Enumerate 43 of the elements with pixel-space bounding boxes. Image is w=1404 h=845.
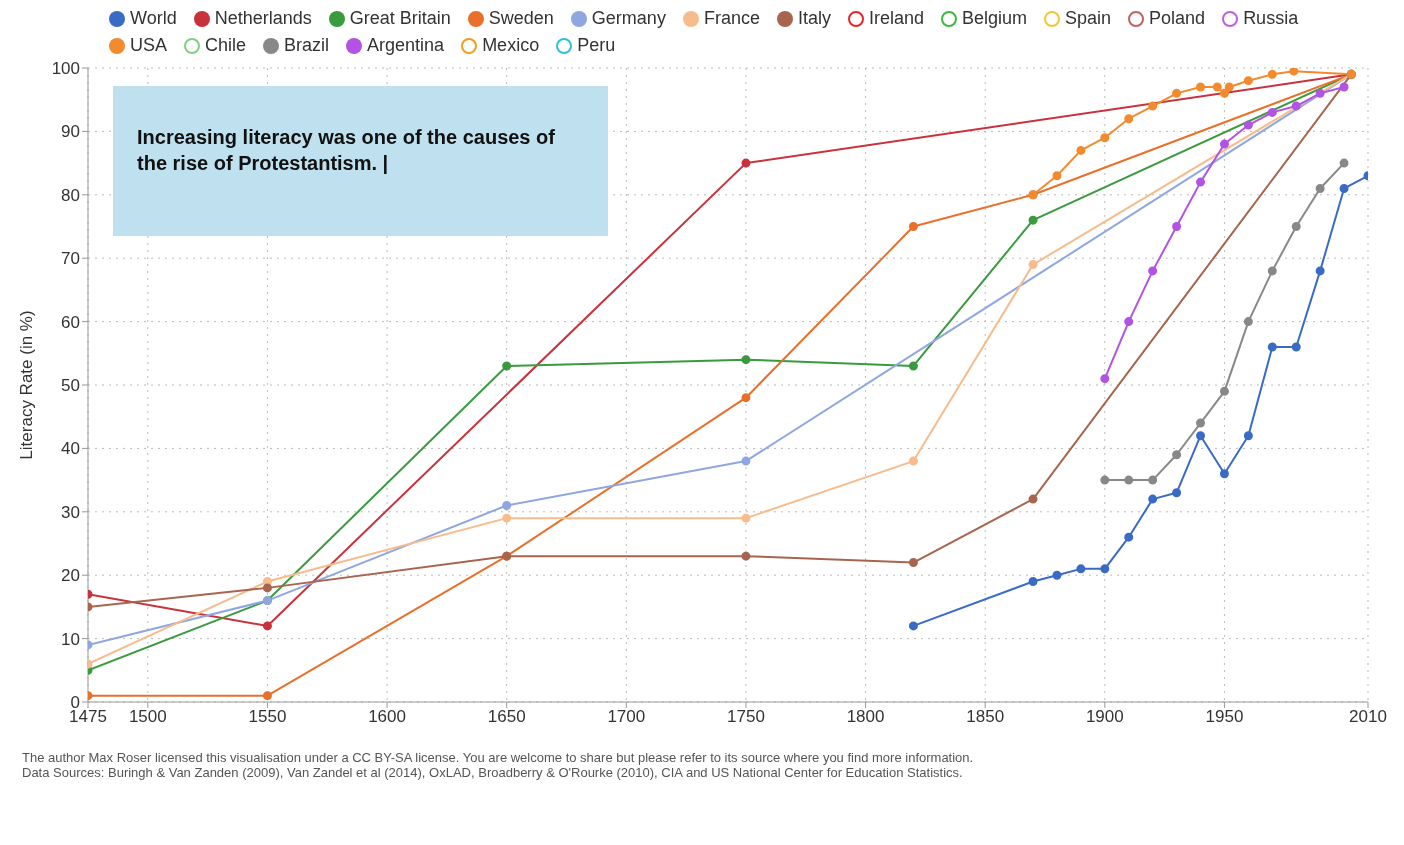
legend-label: Poland: [1149, 8, 1206, 29]
legend-label: France: [703, 8, 760, 29]
y-tick-label: 20: [61, 566, 80, 586]
x-tick-label: 1550: [248, 707, 287, 727]
y-tick-label: 60: [61, 312, 80, 332]
y-tick-label: 80: [61, 185, 80, 205]
legend-label: Italy: [797, 8, 831, 29]
text: Data Sources: Buringh & Van Zanden (2009), Van Zandel et al (2014), OxLAD, Broadberry & O'Rourke (2010), CIA and US National Center for Education Statistics.: [22, 765, 964, 780]
legend-label: Sweden: [488, 8, 554, 29]
legend-label: Ireland: [868, 8, 924, 29]
x-tick-label: 1600: [368, 707, 406, 727]
x-tick-label: 2010: [1349, 707, 1387, 727]
legend-label: Spain: [1065, 8, 1112, 29]
y-tick-label: 50: [61, 376, 80, 396]
legend-label: USA: [130, 35, 168, 56]
x-tick-label: 1800: [846, 707, 885, 727]
x-tick-label: 1850: [966, 707, 1005, 727]
x-tick-label: 1900: [1085, 707, 1124, 727]
legend-label: Netherlands: [214, 8, 312, 29]
y-axis-title: Literacy Rate (in %): [17, 310, 37, 460]
legend-label: Peru: [577, 35, 616, 56]
x-tick-label: 1750: [727, 707, 765, 727]
y-tick-label: 70: [61, 249, 80, 269]
note-box: Increasing literacy was one of the causes of the rise of Protestantism. |: [113, 86, 608, 236]
legend-label: Mexico: [482, 35, 540, 56]
y-tick-label: 90: [61, 122, 80, 142]
legend-label: Brazil: [284, 35, 330, 56]
legend-label: Argentina: [367, 35, 445, 56]
text: The author Max Roser licensed this visualisation under a CC BY-SA license. You are welcome to share but please refer to its source where you find more information.: [22, 750, 975, 765]
legend-label: Chile: [205, 35, 247, 56]
x-tick-label: 1500: [128, 707, 167, 727]
legend-label: World: [130, 8, 177, 29]
legend-label: Germany: [591, 8, 666, 29]
y-tick-label: 40: [61, 439, 80, 459]
y-tick-label: 10: [61, 629, 80, 649]
x-tick-label: 1950: [1205, 707, 1244, 727]
x-tick-label: 1700: [607, 707, 646, 727]
y-tick-label: 100: [51, 59, 80, 79]
legend-label: Russia: [1243, 8, 1299, 29]
legend-label: Great Britain: [349, 8, 451, 29]
legend-label: Belgium: [961, 8, 1028, 29]
x-tick-label: 1650: [487, 707, 526, 727]
y-tick-label: 30: [61, 502, 80, 522]
